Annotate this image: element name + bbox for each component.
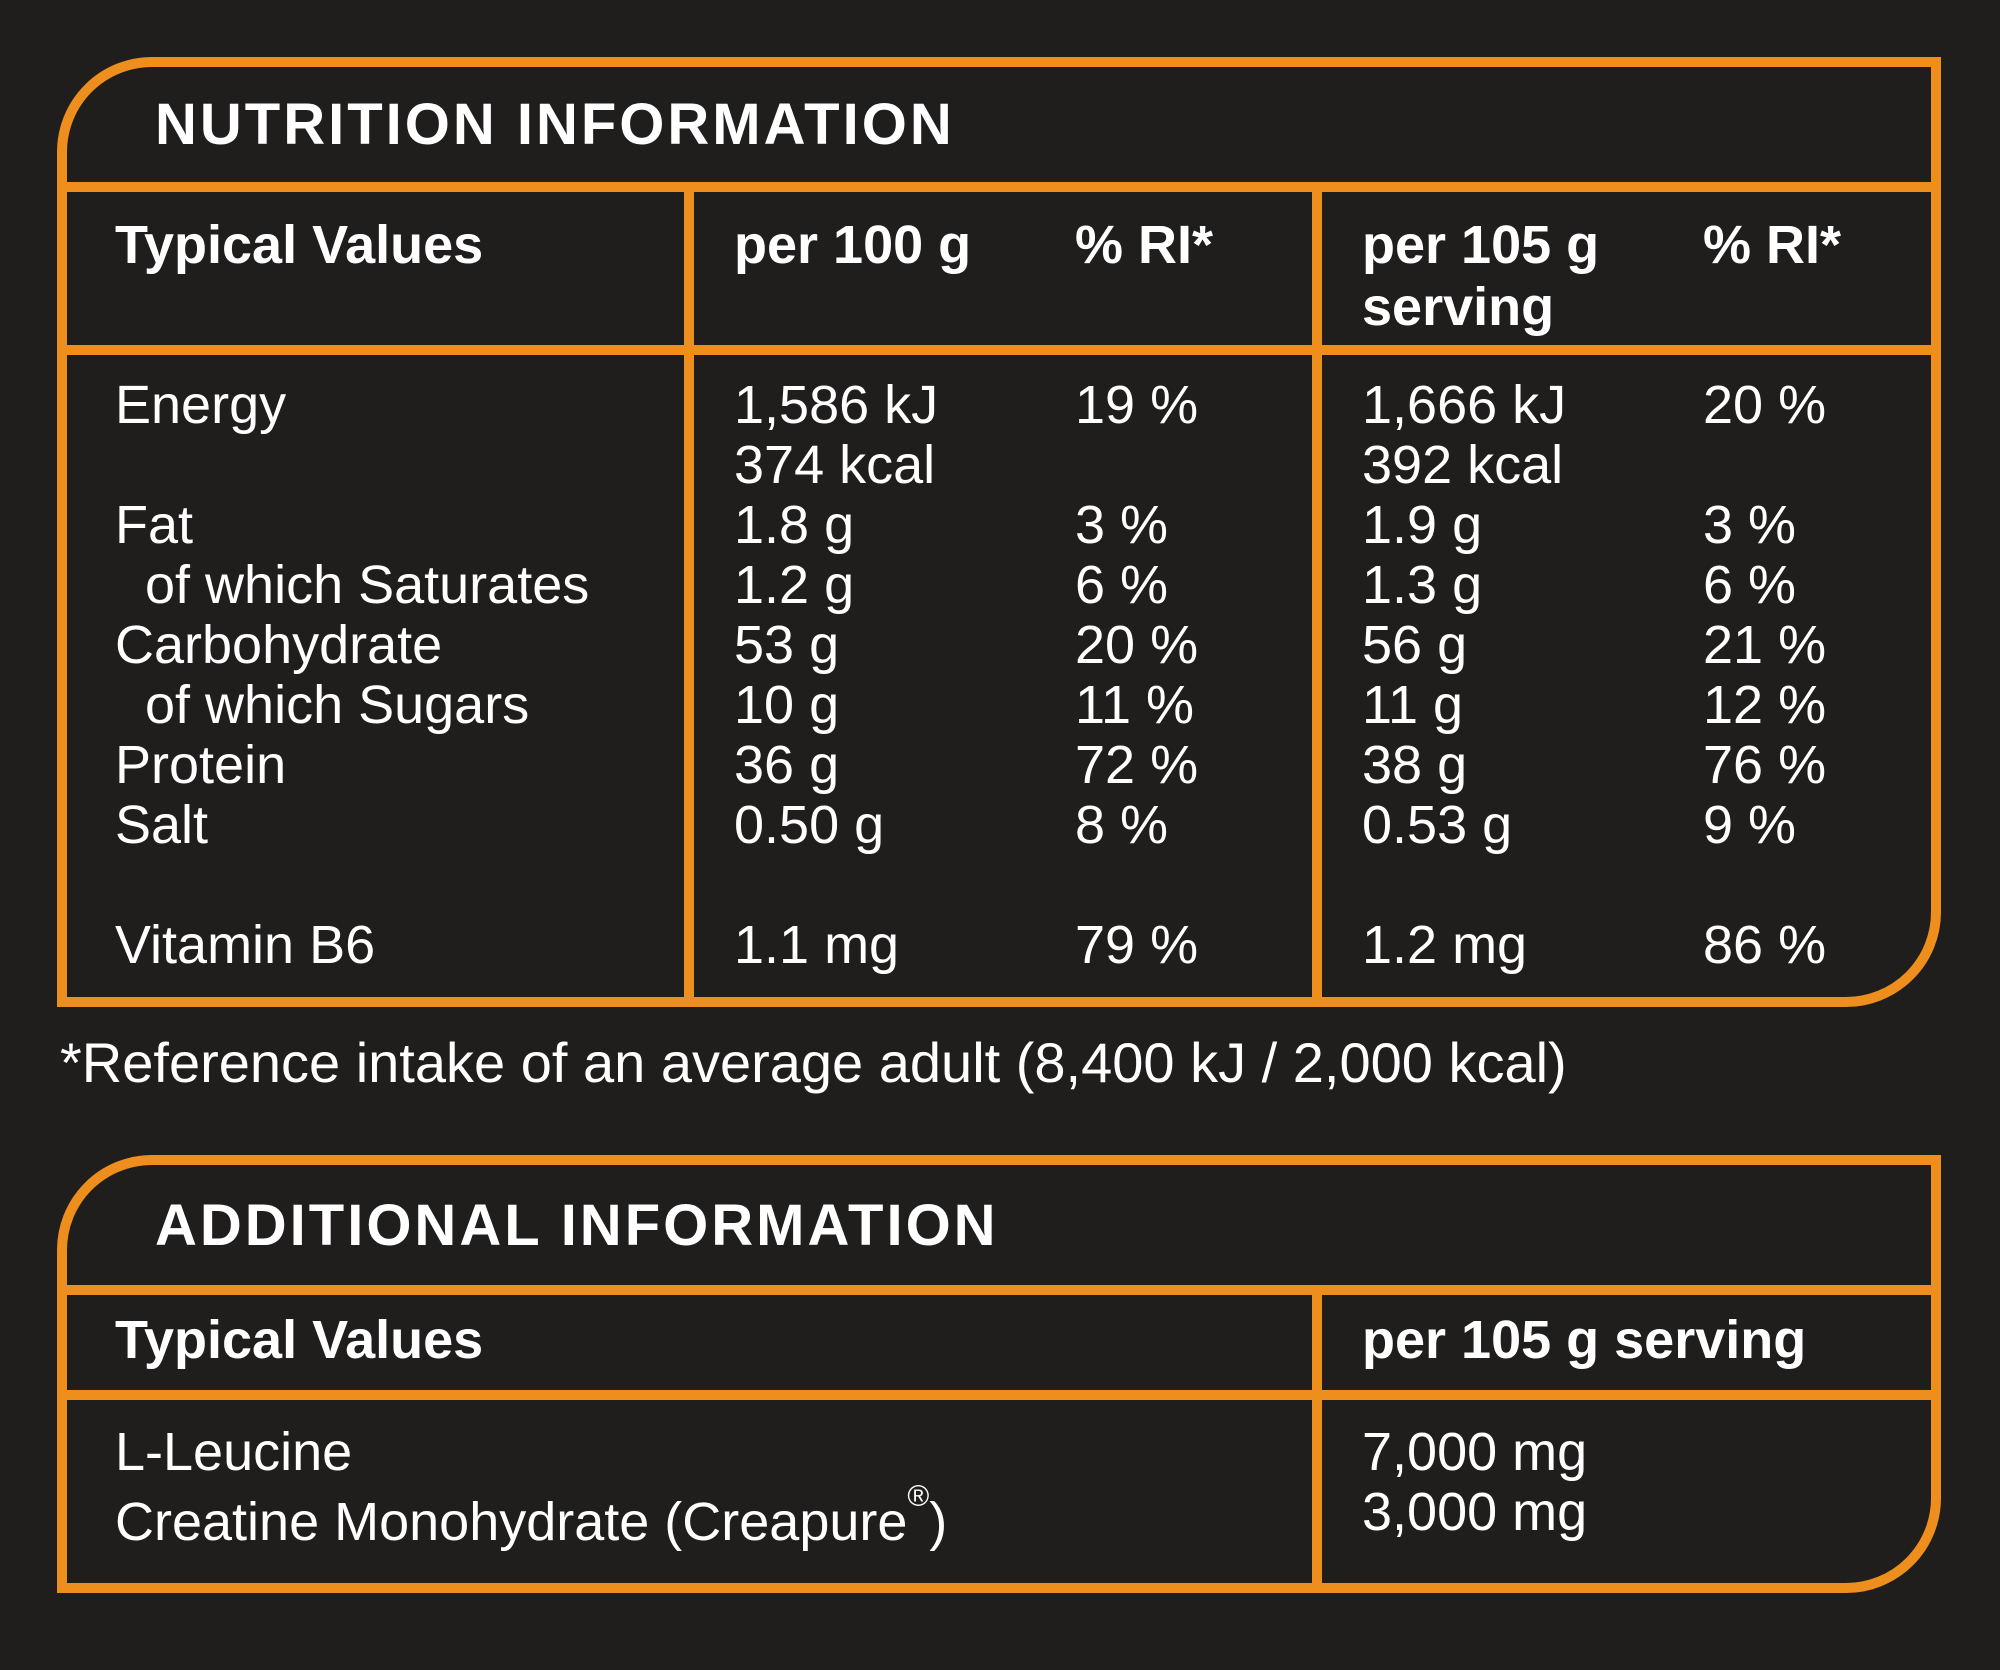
per-100g-ri-value: 8 % [1075, 795, 1169, 855]
per-100g-ri-value: 3 % [1075, 495, 1169, 555]
additional-values-column: 7,000 mg 3,000 mg [1322, 1400, 1931, 1583]
per-105g-ri-value: 9 % [1703, 795, 1797, 855]
additional-ingredient-value: 3,000 mg [1362, 1482, 1588, 1542]
spacer-line [734, 855, 1075, 915]
per-105g-ri-value: 20 % [1703, 375, 1827, 435]
per-100g-value: 0.50 g [734, 795, 885, 855]
per-105g-value: 0.53 g [1362, 795, 1513, 855]
additional-table-body: L-Leucine Creatine Monohydrate (Creapure®… [67, 1400, 1931, 1583]
per-100g-value: 36 g [734, 735, 840, 795]
nutrition-per-100g-ri-values: 19 % 3 % 6 % 20 % 11 % 72 % 8 % 79 % [1075, 375, 1312, 975]
per-105g-ri-value: 3 % [1703, 495, 1797, 555]
per-105g-ri-value: 76 % [1703, 735, 1827, 795]
nutrition-header-ri-per-105g: % RI* [1703, 215, 1842, 275]
nutrient-label [115, 435, 684, 495]
nutrient-label: Fat [115, 495, 194, 555]
nutrition-table-header-row: Typical Values per 100 g % RI* per 105 g… [67, 192, 1931, 355]
spacer-line [1075, 855, 1312, 915]
registered-trademark-symbol: ® [907, 1480, 930, 1514]
per-100g-ri-value: 20 % [1075, 615, 1199, 675]
nutrient-label: Protein [115, 735, 287, 795]
reference-intake-footnote: *Reference intake of an average adult (8… [60, 1031, 1567, 1094]
additional-information-panel: ADDITIONAL INFORMATION Typical Values pe… [57, 1155, 1941, 1593]
additional-table-header-row: Typical Values per 105 g serving [67, 1295, 1931, 1400]
nutrient-label: of which Saturates [145, 555, 590, 615]
nutrient-label: Vitamin B6 [115, 915, 376, 975]
nutrition-header-ri-per-100g: % RI* [1075, 215, 1214, 275]
per-100g-ri-value: 6 % [1075, 555, 1169, 615]
per-105g-value: 392 kcal [1362, 435, 1564, 495]
additional-panel-title: ADDITIONAL INFORMATION [67, 1165, 1931, 1295]
per-100g-value: 1.2 g [734, 555, 855, 615]
per-105g-value: 1.9 g [1362, 495, 1483, 555]
per-105g-ri-value: 86 % [1703, 915, 1827, 975]
per-100g-ri-value: 72 % [1075, 735, 1199, 795]
per-100g-value: 374 kcal [734, 435, 936, 495]
per-105g-value: 11 g [1362, 675, 1464, 735]
nutrition-information-panel: NUTRITION INFORMATION Typical Values per… [57, 57, 1941, 1007]
additional-labels-column: L-Leucine Creatine Monohydrate (Creapure®… [67, 1400, 1322, 1583]
per-105g-value: 1.3 g [1362, 555, 1483, 615]
per-100g-value: 53 g [734, 615, 840, 675]
nutrition-per-100g-values: 1,586 kJ 374 kcal 1.8 g 1.2 g 53 g 10 g 36 g 0.… [734, 375, 1075, 975]
nutrient-label: Carbohydrate [115, 615, 443, 675]
additional-ingredient-label: Creatine Monohydrate (Creapure®) [115, 1480, 948, 1552]
nutrient-label: of which Sugars [145, 675, 530, 735]
nutrition-header-per-100g-group: per 100 g % RI* [694, 192, 1322, 345]
nutrition-per-105g-ri-values: 20 % 3 % 6 % 21 % 12 % 76 % 9 % 86 % [1703, 375, 1931, 975]
additional-ingredient-label: L-Leucine [115, 1422, 353, 1482]
per-100g-ri-value: 11 % [1075, 675, 1195, 735]
per-105g-ri-value: 21 % [1703, 615, 1827, 675]
nutrient-label: Energy [115, 375, 287, 435]
per-100g-value: 1.1 mg [734, 915, 900, 975]
nutrition-labels-column: Energy Fat of which Saturates Carbohydrate… [67, 355, 694, 997]
additional-ingredient-value: 7,000 mg [1362, 1422, 1588, 1482]
nutrition-table-body: Energy Fat of which Saturates Carbohydrate… [67, 355, 1931, 997]
per-105g-value: 56 g [1362, 615, 1468, 675]
spacer-line [1362, 855, 1703, 915]
per-100g-ri-value: 19 % [1075, 375, 1199, 435]
per-105g-value: 1.2 mg [1362, 915, 1528, 975]
per-100g-value: 1.8 g [734, 495, 855, 555]
additional-header-typical-values: Typical Values [67, 1295, 1322, 1390]
per-105g-ri-value: 6 % [1703, 555, 1797, 615]
per-100g-ri-value: 79 % [1075, 915, 1199, 975]
nutrition-per-105g-column: 1,666 kJ 392 kcal 1.9 g 1.3 g 56 g 11 g 38 g 0.… [1322, 355, 1931, 997]
per-100g-value: 10 g [734, 675, 840, 735]
nutrition-header-typical-values: Typical Values [67, 192, 694, 345]
nutrition-header-per-105g-serving: per 105 g serving [1362, 215, 1600, 337]
nutrient-label: Salt [115, 795, 209, 855]
nutrition-header-per-105g-group: per 105 g serving % RI* [1322, 192, 1931, 345]
per-100g-ri-value [1075, 435, 1312, 495]
nutrition-per-105g-values: 1,666 kJ 392 kcal 1.9 g 1.3 g 56 g 11 g 38 g 0.… [1362, 375, 1703, 975]
per-105g-value: 38 g [1362, 735, 1468, 795]
spacer-line [1703, 855, 1931, 915]
nutrition-per-100g-column: 1,586 kJ 374 kcal 1.8 g 1.2 g 53 g 10 g 36 g 0.… [694, 355, 1322, 997]
additional-header-per-105g-serving: per 105 g serving [1362, 1310, 1807, 1370]
per-105g-ri-value: 12 % [1703, 675, 1827, 735]
per-100g-value: 1,586 kJ [734, 375, 939, 435]
per-105g-value: 1,666 kJ [1362, 375, 1567, 435]
spacer-line [115, 855, 684, 915]
per-105g-ri-value [1703, 435, 1931, 495]
nutrition-header-per-100g: per 100 g [734, 215, 972, 275]
nutrition-panel-title: NUTRITION INFORMATION [67, 67, 1931, 192]
